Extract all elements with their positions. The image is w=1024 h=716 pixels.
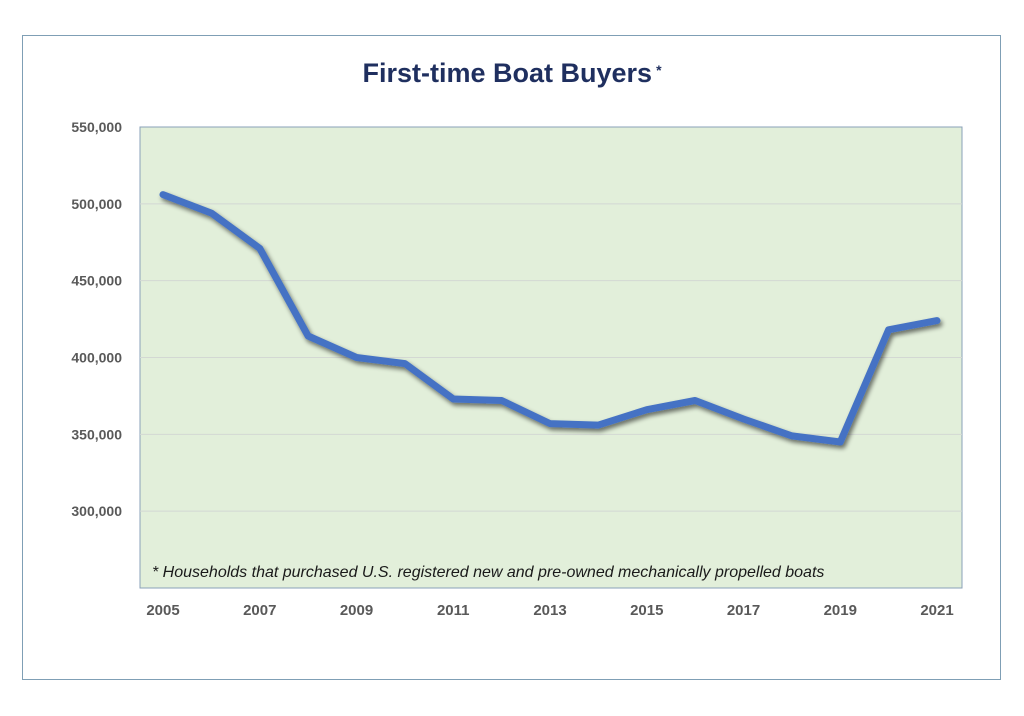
y-tick-label: 450,000 xyxy=(71,273,122,289)
series-line xyxy=(159,191,941,446)
y-tick-label: 350,000 xyxy=(71,426,122,442)
x-tick-label: 2011 xyxy=(437,602,470,619)
title-footnote-marker: * xyxy=(656,62,662,78)
chart-title-text: First-time Boat Buyers xyxy=(362,58,653,88)
y-tick-label: 400,000 xyxy=(71,350,122,366)
chart-title: First-time Boat Buyers * xyxy=(0,58,1024,89)
x-tick-label: 2015 xyxy=(630,602,663,619)
footnote: * Households that purchased U.S. registe… xyxy=(152,564,824,581)
x-tick-label: 2017 xyxy=(727,602,760,619)
chart-frame xyxy=(22,35,1001,680)
y-tick-label: 300,000 xyxy=(71,503,122,519)
x-tick-label: 2005 xyxy=(146,602,179,619)
x-tick-label: 2013 xyxy=(533,602,566,619)
x-tick-label: 2021 xyxy=(920,602,953,619)
x-tick-label: 2009 xyxy=(340,602,373,619)
x-tick-label: 2007 xyxy=(243,602,276,619)
x-tick-label: 2019 xyxy=(824,602,857,619)
y-tick-label: 500,000 xyxy=(71,196,122,212)
y-tick-label: 550,000 xyxy=(71,119,122,135)
